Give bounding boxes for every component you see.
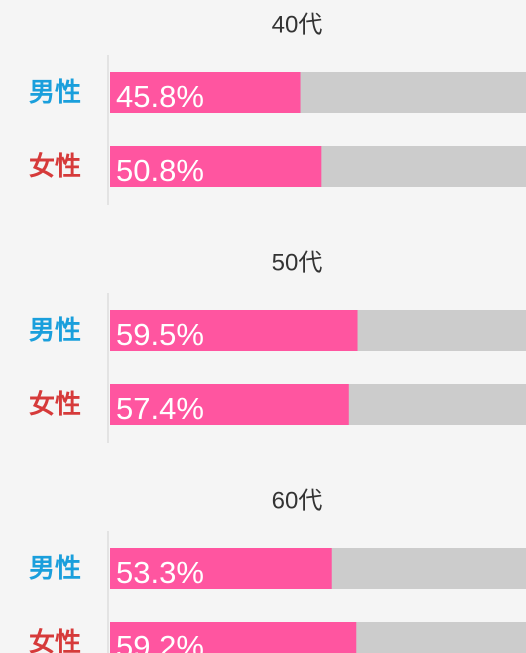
group-title: 40代 [272,11,323,38]
category-label: 男性 [29,553,81,583]
category-label: 男性 [29,77,81,107]
bar [110,146,322,187]
bar [110,622,357,653]
category-label: 女性 [29,389,81,419]
bar [110,72,301,113]
category-label: 男性 [29,315,81,345]
value-label: 45.8% [116,79,204,114]
category-label: 女性 [29,151,81,181]
value-label: 59.2% [116,629,204,653]
value-label: 59.5% [116,317,204,352]
category-label: 女性 [29,627,81,653]
bar [110,310,358,351]
group-title: 60代 [272,487,323,514]
bar [110,384,349,425]
bar [110,548,332,589]
group-title: 50代 [272,249,323,276]
value-label: 53.3% [116,555,204,590]
value-label: 50.8% [116,153,204,188]
value-label: 57.4% [116,391,204,426]
